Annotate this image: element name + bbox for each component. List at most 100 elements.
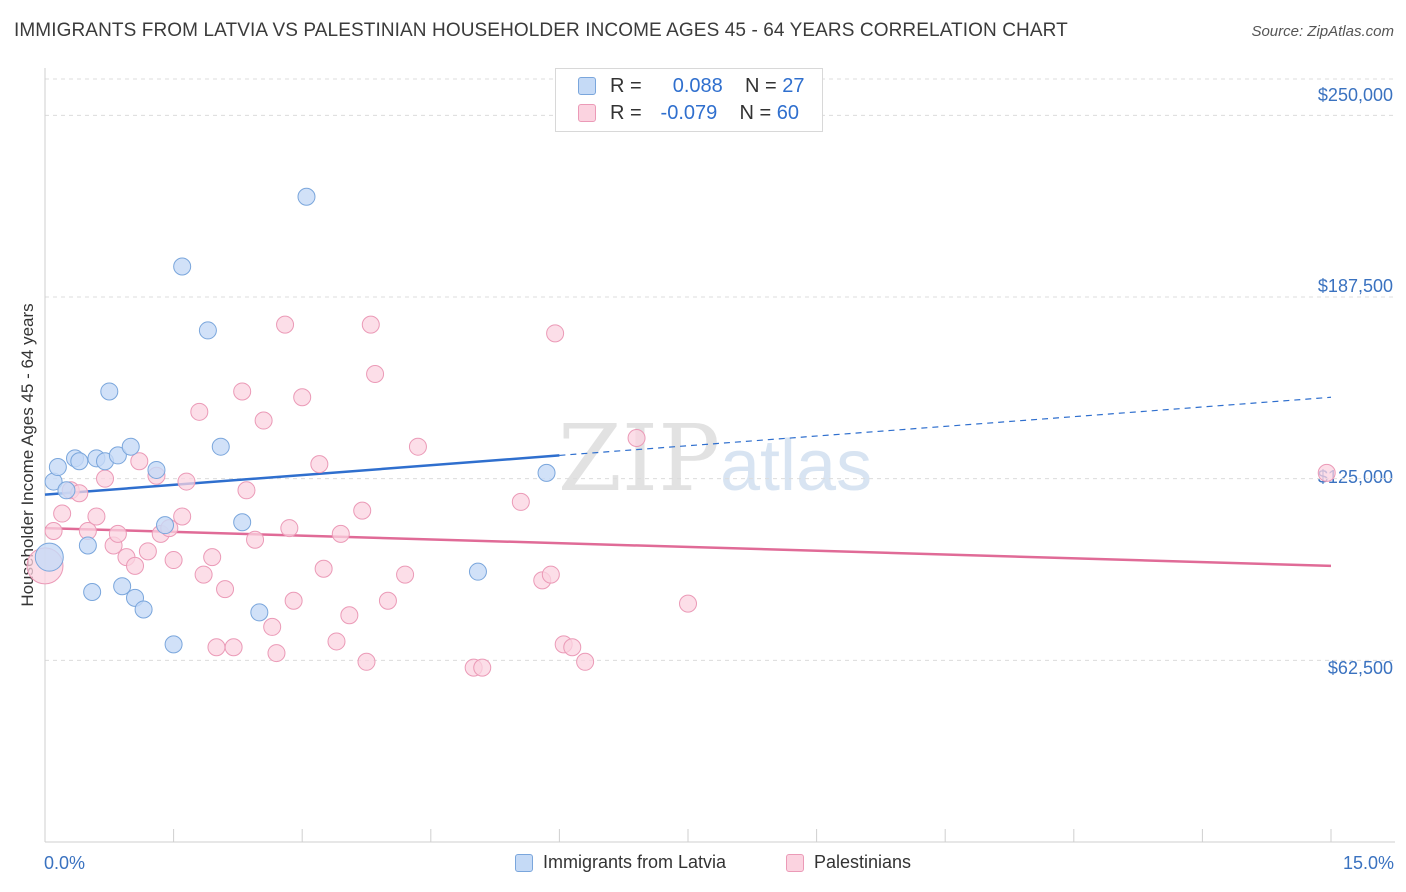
palestinians-point	[357, 652, 376, 671]
palestinians-point	[96, 469, 115, 488]
r-label: R =	[610, 74, 642, 97]
latvia-trend-extension	[559, 396, 1332, 457]
palestinians-point	[194, 565, 213, 584]
latvia-point	[173, 257, 192, 276]
palestinians-point	[396, 565, 415, 584]
latvia-point	[164, 635, 183, 654]
n-value: 27	[782, 74, 805, 97]
palestinians-point	[138, 542, 157, 561]
palestinians-point	[361, 315, 380, 334]
palestinians-point	[378, 591, 397, 610]
latvia-point	[156, 516, 175, 535]
latvia-point	[468, 562, 487, 581]
r-value: 0.088	[672, 74, 723, 97]
palestinians-point	[541, 565, 560, 584]
palestinians-point	[233, 382, 252, 401]
legend-row-latvia: R = 0.088 N = 27	[578, 73, 805, 99]
latvia-point	[147, 460, 166, 479]
latvia-point	[198, 321, 217, 340]
palestinians-point	[87, 507, 106, 526]
palestinians-point	[44, 521, 63, 540]
y-tick-label: $187,500	[1317, 276, 1393, 296]
palestinians-point	[627, 428, 646, 447]
y-tick-label: $250,000	[1317, 85, 1393, 105]
palestinians-point	[173, 507, 192, 526]
palestinians-point	[246, 530, 265, 549]
latvia-point	[121, 437, 140, 456]
palestinians-swatch-icon	[578, 104, 596, 122]
palestinians-point	[473, 658, 492, 677]
palestinians-point	[108, 524, 127, 543]
palestinians-point	[224, 638, 243, 657]
latvia-swatch-icon	[515, 853, 533, 872]
latvia-point	[48, 458, 67, 477]
palestinians-point	[546, 324, 565, 343]
correlation-legend: R = 0.088 N = 27 R = -0.079 N = 60	[555, 68, 823, 132]
latvia-point	[233, 513, 252, 532]
palestinians-point	[576, 652, 595, 671]
palestinians-point	[511, 492, 530, 511]
n-label: N =	[739, 101, 772, 124]
palestinians-point	[353, 501, 372, 520]
latvia-point	[134, 600, 153, 619]
palestinians-point	[267, 644, 286, 663]
palestinians-point	[177, 472, 196, 491]
r-label: R =	[610, 101, 642, 124]
source-label: Source: ZipAtlas.com	[1251, 23, 1394, 40]
x-tick-label: 0.0%	[44, 853, 86, 873]
chart-title: IMMIGRANTS FROM LATVIA VS PALESTINIAN HO…	[14, 20, 1068, 41]
watermark-atlas: atlas	[720, 426, 872, 506]
palestinians-point	[263, 617, 282, 636]
palestinians-point	[216, 580, 235, 599]
palestinians-swatch-icon	[786, 853, 804, 872]
y-tick-label: $62,500	[1327, 658, 1393, 678]
palestinians-point	[331, 524, 350, 543]
palestinians-point	[280, 519, 299, 538]
legend-label: Palestinians	[814, 852, 912, 872]
palestinians-point	[293, 388, 312, 407]
latvia-point	[211, 437, 230, 456]
r-value: -0.079	[660, 101, 718, 124]
latvia-point	[100, 382, 119, 401]
latvia-point	[57, 481, 76, 500]
latvia-point	[113, 577, 132, 596]
latvia-trend-line	[44, 454, 560, 496]
latvia-point	[250, 603, 269, 622]
legend-item-palestinians: Palestinians	[786, 852, 911, 873]
palestinians-point	[310, 455, 329, 474]
latvia-point	[34, 542, 64, 572]
latvia-point	[70, 452, 89, 471]
palestinians-point	[126, 556, 145, 575]
legend-item-latvia: Immigrants from Latvia	[515, 852, 726, 873]
x-tick-label: 15.0%	[1342, 853, 1394, 873]
palestinians-point	[237, 481, 256, 500]
palestinians-point	[563, 638, 582, 657]
latvia-point	[108, 446, 127, 465]
latvia-point	[297, 187, 316, 206]
palestinians-point	[408, 437, 427, 456]
palestinians-point	[254, 411, 273, 430]
latvia-point	[78, 536, 97, 555]
palestinians-point	[679, 594, 697, 613]
latvia-point	[537, 463, 556, 482]
palestinians-point	[203, 548, 222, 567]
palestinians-point	[327, 632, 346, 651]
palestinians-point	[366, 365, 385, 384]
n-value: 60	[776, 101, 799, 124]
legend-row-palestinians: R = -0.079 N = 60	[578, 100, 799, 126]
palestinians-trend-line	[44, 526, 1332, 568]
palestinians-point	[276, 315, 295, 334]
palestinians-point	[164, 551, 183, 570]
y-tick-label: $125,000	[1317, 467, 1393, 487]
palestinians-point	[53, 504, 72, 523]
legend-label: Immigrants from Latvia	[543, 852, 727, 872]
palestinians-point	[1317, 463, 1336, 482]
n-label: N =	[745, 74, 777, 97]
palestinians-point	[130, 452, 149, 471]
latvia-swatch-icon	[578, 77, 596, 95]
palestinians-point	[207, 638, 226, 657]
latvia-point	[83, 583, 102, 602]
palestinians-point	[284, 591, 303, 610]
palestinians-point	[190, 402, 209, 421]
